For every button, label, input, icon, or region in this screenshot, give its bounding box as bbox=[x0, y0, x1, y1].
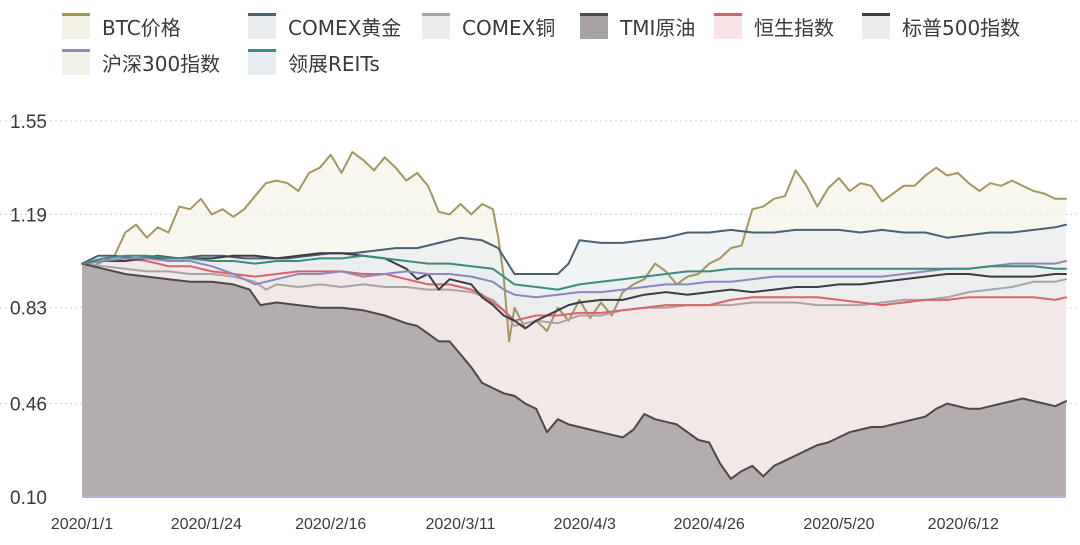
x-axis-ticks: 2020/1/1 2020/1/24 2020/2/16 2020/3/11 2020/… bbox=[51, 516, 999, 533]
legend-item: 恒生指数 bbox=[714, 8, 834, 44]
y-tick-label: 0.83 bbox=[10, 299, 47, 320]
series-areas bbox=[82, 152, 1066, 497]
legend-item: 领展REITs bbox=[248, 44, 380, 80]
series-line-5 bbox=[81, 257, 1067, 322]
y-tick-label: 0.46 bbox=[10, 395, 47, 416]
legend-label: 恒生指数 bbox=[754, 15, 834, 40]
legend-label: 领展REITs bbox=[288, 51, 380, 76]
series-lines bbox=[81, 151, 1067, 480]
legend-item: 沪深300指数 bbox=[62, 44, 220, 80]
x-tick-label: 2020/1/24 bbox=[171, 516, 242, 533]
series-line-2 bbox=[81, 223, 1067, 275]
legend-item: 标普500指数 bbox=[862, 8, 1020, 44]
legend-label: TMI原油 bbox=[620, 15, 696, 40]
x-tick-label: 2020/6/12 bbox=[928, 516, 999, 533]
legend-swatch bbox=[714, 13, 742, 39]
y-axis-ticks: 1.55 1.19 0.83 0.46 0.10 bbox=[10, 112, 47, 509]
series-line-3 bbox=[81, 262, 1067, 327]
legend-label: BTC价格 bbox=[102, 15, 181, 40]
series-line-4 bbox=[81, 262, 1067, 480]
x-tick-label: 2020/1/1 bbox=[51, 516, 113, 533]
legend-label: 标普500指数 bbox=[902, 15, 1021, 40]
x-tick-label: 2020/3/11 bbox=[425, 516, 495, 533]
legend-swatch bbox=[62, 49, 90, 75]
legend-swatch bbox=[248, 13, 276, 39]
legend-label: COMEX铜 bbox=[462, 15, 556, 40]
series-line-7 bbox=[81, 257, 1067, 299]
legend-label: COMEX黄金 bbox=[288, 15, 402, 40]
y-tick-label: 1.19 bbox=[10, 205, 47, 226]
x-tick-label: 2020/4/26 bbox=[674, 516, 745, 533]
legend-item: TMI原油 bbox=[580, 8, 695, 44]
legend-swatch bbox=[580, 13, 608, 39]
series-line-8 bbox=[81, 254, 1067, 291]
legend-item: COMEX铜 bbox=[422, 8, 555, 44]
legend-item: BTC价格 bbox=[62, 8, 181, 44]
legend-swatch bbox=[862, 13, 890, 39]
legend-item: COMEX黄金 bbox=[248, 8, 401, 44]
legend-label: 沪深300指数 bbox=[102, 51, 221, 76]
area-8 bbox=[82, 263, 1066, 497]
x-tick-label: 2020/5/20 bbox=[803, 516, 874, 533]
legend-swatch bbox=[248, 49, 276, 75]
legend-swatch bbox=[422, 13, 450, 39]
y-tick-label: 0.10 bbox=[10, 488, 47, 509]
y-tick-label: 1.55 bbox=[10, 112, 47, 133]
x-tick-label: 2020/2/16 bbox=[295, 516, 366, 533]
x-tick-label: 2020/4/3 bbox=[554, 516, 616, 533]
series-line-6 bbox=[81, 252, 1067, 330]
legend-swatch bbox=[62, 13, 90, 39]
